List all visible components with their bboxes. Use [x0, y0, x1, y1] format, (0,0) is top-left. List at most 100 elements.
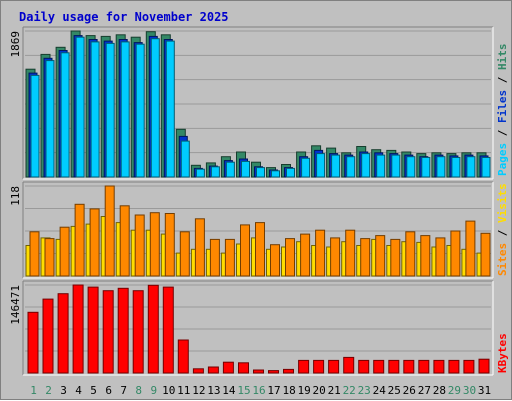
- panel-kbytes: 146471: [9, 280, 494, 376]
- bar-kbytes-day-29: [448, 359, 460, 374]
- bar-kbytes-day-6: [102, 290, 114, 374]
- bar-kbytes-day-24: [373, 359, 385, 374]
- bar-sites-day-20: [315, 229, 326, 277]
- bar-kbytes-day-15: [238, 362, 249, 374]
- bar-sites-day-3: [59, 226, 70, 277]
- axis-max-label: 1869: [9, 31, 22, 58]
- bar-kbytes-day-11: [177, 339, 189, 374]
- day-label-21: 21: [328, 384, 341, 397]
- bar-sites-day-10: [164, 213, 175, 277]
- day-label-4: 4: [75, 384, 82, 397]
- day-label-18: 18: [282, 384, 295, 397]
- axis-max-label: 146471: [9, 285, 22, 325]
- side-legends: Pages / Files / Hits Sites / Visits KBytes: [496, 44, 509, 374]
- bar-sites-day-22: [345, 229, 356, 277]
- legend-visits: Visits: [496, 183, 509, 223]
- day-label-29: 29: [448, 384, 461, 397]
- bar-kbytes-day-21: [328, 359, 340, 374]
- legend-kbytes: KBytes: [496, 333, 509, 373]
- panel-background: [23, 281, 493, 375]
- day-label-25: 25: [388, 384, 401, 397]
- bar-pages-day-11: [180, 140, 190, 178]
- bar-pages-day-5: [90, 41, 100, 178]
- day-label-11: 11: [177, 384, 190, 397]
- bar-sites-day-17: [270, 244, 280, 277]
- day-label-31: 31: [478, 384, 491, 397]
- legend-separator: /: [496, 70, 509, 90]
- bar-sites-day-2: [44, 238, 55, 277]
- bar-kbytes-day-1: [27, 311, 39, 374]
- bar-sites-day-27: [420, 235, 431, 277]
- bar-pages-day-23: [361, 153, 371, 178]
- day-label-28: 28: [433, 384, 446, 397]
- day-label-26: 26: [403, 384, 416, 397]
- day-label-3: 3: [60, 384, 67, 397]
- legend-pages: Pages: [496, 143, 509, 176]
- bar-sites-day-5: [89, 208, 100, 277]
- day-label-8: 8: [135, 384, 142, 397]
- day-label-2: 2: [45, 384, 52, 397]
- bar-pages-day-8: [135, 43, 145, 178]
- day-label-12: 12: [192, 384, 205, 397]
- bar-pages-day-20: [316, 153, 326, 178]
- day-label-13: 13: [207, 384, 220, 397]
- bar-pages-day-17: [271, 170, 280, 178]
- bar-sites-day-23: [360, 238, 371, 277]
- bar-kbytes-day-3: [57, 293, 69, 374]
- day-label-9: 9: [150, 384, 157, 397]
- bar-sites-day-21: [330, 237, 341, 277]
- bar-sites-day-4: [74, 203, 85, 277]
- legend-separator: /: [496, 123, 509, 143]
- bar-sites-day-8: [134, 214, 145, 277]
- bar-pages-day-25: [391, 154, 401, 178]
- bar-pages-day-31: [481, 157, 491, 178]
- bar-pages-day-10: [165, 40, 175, 178]
- bar-pages-day-24: [376, 154, 386, 178]
- bar-sites-day-9: [149, 212, 160, 277]
- axis-max-label: 118: [9, 186, 22, 206]
- bar-kbytes-day-10: [162, 286, 174, 374]
- bar-sites-day-19: [300, 233, 311, 277]
- bar-pages-day-27: [421, 157, 431, 178]
- bar-kbytes-day-16: [253, 369, 264, 374]
- day-label-20: 20: [312, 384, 325, 397]
- day-label-24: 24: [373, 384, 387, 397]
- bar-pages-day-13: [210, 166, 220, 178]
- bar-kbytes-day-7: [117, 287, 129, 374]
- bar-kbytes-day-23: [358, 359, 370, 374]
- day-label-19: 19: [297, 384, 310, 397]
- bar-pages-day-15: [241, 160, 250, 178]
- day-label-10: 10: [162, 384, 175, 397]
- day-label-30: 30: [463, 384, 476, 397]
- bar-pages-day-9: [150, 38, 160, 178]
- day-label-6: 6: [105, 384, 112, 397]
- day-label-5: 5: [90, 384, 97, 397]
- bar-pages-day-21: [331, 154, 341, 178]
- bar-sites-day-29: [450, 230, 461, 277]
- bar-kbytes-day-17: [268, 370, 279, 374]
- legend-sites: Sites: [496, 243, 509, 276]
- bar-sites-day-7: [119, 205, 130, 277]
- bar-sites-day-11: [179, 231, 190, 277]
- bar-sites-day-12: [194, 218, 205, 277]
- bar-pages-day-14: [225, 161, 235, 178]
- bar-sites-day-28: [435, 237, 446, 277]
- day-label-16: 16: [252, 384, 265, 397]
- side-legend-top: Pages / Files / Hits: [496, 44, 509, 177]
- bar-sites-day-13: [209, 238, 220, 277]
- chart-title: Daily usage for November 2025: [19, 10, 229, 24]
- bar-pages-day-30: [466, 156, 476, 178]
- bar-sites-day-25: [390, 238, 401, 277]
- bar-kbytes-day-30: [463, 359, 475, 374]
- bar-sites-day-14: [224, 238, 235, 277]
- bar-kbytes-day-19: [298, 359, 310, 374]
- bar-kbytes-day-27: [418, 359, 430, 374]
- bar-kbytes-day-26: [403, 359, 415, 374]
- panel-visits-sites: 118: [9, 181, 494, 279]
- day-label-22: 22: [343, 384, 356, 397]
- panel-hits-files-pages: 1869: [9, 26, 494, 180]
- bar-pages-day-1: [30, 74, 40, 178]
- bar-kbytes-day-31: [478, 358, 490, 374]
- side-legend-bottom: KBytes: [496, 333, 509, 373]
